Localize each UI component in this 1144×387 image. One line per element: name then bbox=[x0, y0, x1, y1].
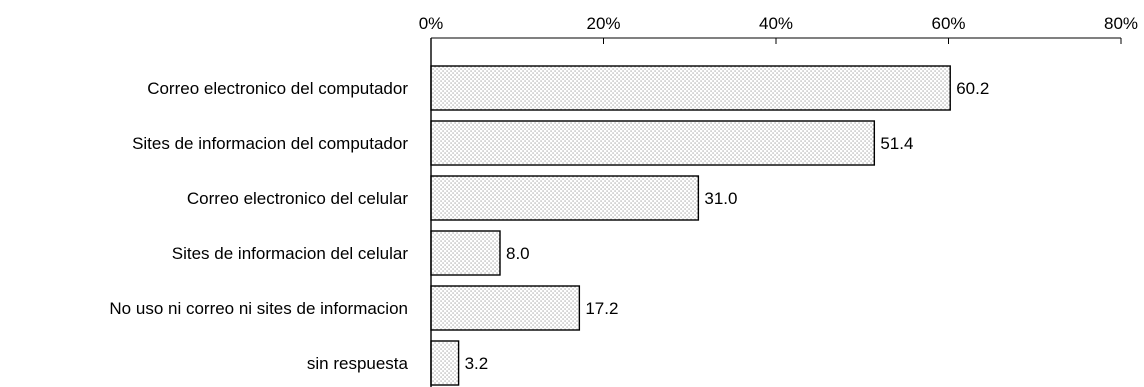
bar bbox=[430, 120, 876, 166]
bar bbox=[430, 285, 581, 331]
x-tick-label: 80% bbox=[1104, 14, 1138, 33]
x-tick-label: 0% bbox=[419, 14, 444, 33]
value-labels: 60.2 51.4 31.0 8.0 17.2 3.2 bbox=[465, 79, 990, 373]
bar bbox=[430, 340, 460, 386]
bar bbox=[430, 65, 951, 111]
category-label: Sites de informacion del computador bbox=[132, 134, 408, 153]
value-label: 31.0 bbox=[704, 189, 737, 208]
value-label: 3.2 bbox=[465, 354, 489, 373]
value-label: 60.2 bbox=[956, 79, 989, 98]
bars bbox=[430, 65, 951, 386]
x-tick-label: 40% bbox=[759, 14, 793, 33]
category-label: sin respuesta bbox=[307, 354, 409, 373]
x-tick-label: 60% bbox=[931, 14, 965, 33]
value-label: 8.0 bbox=[506, 244, 530, 263]
category-label: No uso ni correo ni sites de informacion bbox=[109, 299, 408, 318]
category-label: Correo electronico del celular bbox=[187, 189, 408, 208]
category-label: Sites de informacion del celular bbox=[172, 244, 409, 263]
category-label: Correo electronico del computador bbox=[147, 79, 408, 98]
category-labels: Correo electronico del computador Sites d… bbox=[109, 79, 408, 373]
bar bbox=[430, 175, 700, 221]
x-axis: 0% 20% 40% 60% 80% bbox=[419, 14, 1138, 44]
x-tick-label: 20% bbox=[586, 14, 620, 33]
value-label: 17.2 bbox=[585, 299, 618, 318]
value-label: 51.4 bbox=[880, 134, 913, 153]
bar bbox=[430, 230, 501, 276]
